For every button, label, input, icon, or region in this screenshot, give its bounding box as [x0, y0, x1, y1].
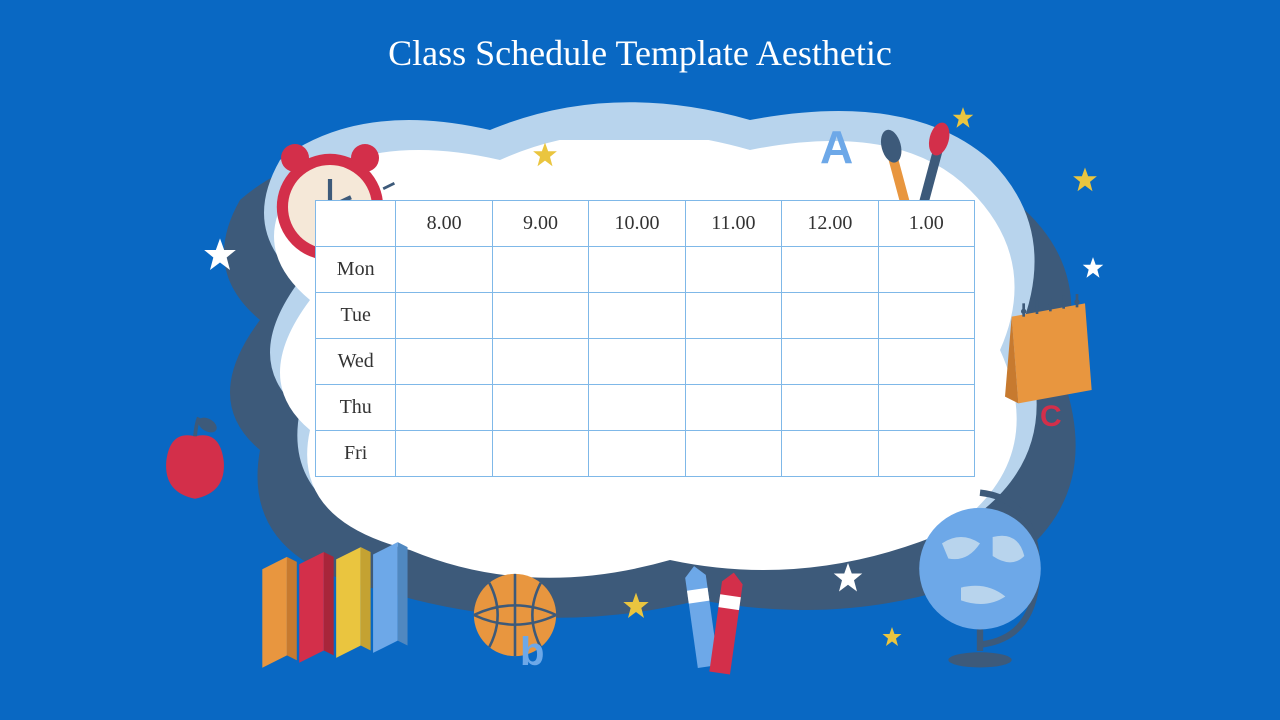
schedule-cell: [782, 385, 878, 431]
schedule-cell: [782, 247, 878, 293]
star-icon: [1070, 165, 1100, 195]
time-header: 10.00: [589, 201, 685, 247]
books-icon: [250, 530, 410, 670]
schedule-cell: [396, 247, 492, 293]
crayons-icon: [660, 550, 760, 680]
table-row: Tue: [316, 293, 975, 339]
time-header: 9.00: [492, 201, 588, 247]
schedule-cell: [396, 385, 492, 431]
page-title: Class Schedule Template Aesthetic: [0, 0, 1280, 74]
schedule-cell: [396, 431, 492, 477]
empty-corner-cell: [316, 201, 396, 247]
day-label: Mon: [316, 247, 396, 293]
table-row: Mon: [316, 247, 975, 293]
schedule-cell: [589, 339, 685, 385]
schedule-cell: [878, 431, 974, 477]
schedule-cell: [685, 247, 781, 293]
time-header: 12.00: [782, 201, 878, 247]
table-row: Thu: [316, 385, 975, 431]
schedule-table: 8.00 9.00 10.00 11.00 12.00 1.00 Mon Tue: [315, 200, 975, 477]
star-icon: [620, 590, 652, 622]
schedule-cell: [782, 293, 878, 339]
schedule-cell: [492, 385, 588, 431]
schedule-cell: [878, 247, 974, 293]
schedule-cell: [878, 293, 974, 339]
star-icon: [200, 235, 240, 275]
schedule-cell: [782, 339, 878, 385]
schedule-cell: [492, 293, 588, 339]
apple-icon: [150, 405, 240, 505]
letter-c-decoration: C: [1040, 400, 1062, 434]
schedule-cell: [492, 247, 588, 293]
table-header-row: 8.00 9.00 10.00 11.00 12.00 1.00: [316, 201, 975, 247]
schedule-cell: [685, 431, 781, 477]
schedule-cell: [589, 293, 685, 339]
schedule-cell: [878, 385, 974, 431]
star-icon: [530, 140, 560, 170]
time-header: 8.00: [396, 201, 492, 247]
schedule-table-container: 8.00 9.00 10.00 11.00 12.00 1.00 Mon Tue: [315, 200, 975, 477]
schedule-cell: [492, 431, 588, 477]
day-label: Tue: [316, 293, 396, 339]
table-row: Wed: [316, 339, 975, 385]
time-header: 1.00: [878, 201, 974, 247]
notepad-icon: [990, 290, 1100, 410]
schedule-cell: [782, 431, 878, 477]
day-label: Thu: [316, 385, 396, 431]
schedule-cell: [396, 293, 492, 339]
letter-b-decoration: b: [520, 630, 544, 675]
day-label: Wed: [316, 339, 396, 385]
star-icon: [830, 560, 866, 596]
schedule-cell: [589, 385, 685, 431]
star-icon: [1080, 255, 1106, 281]
table-row: Fri: [316, 431, 975, 477]
time-header: 11.00: [685, 201, 781, 247]
schedule-cell: [492, 339, 588, 385]
basketball-icon: [470, 570, 560, 660]
day-label: Fri: [316, 431, 396, 477]
schedule-cell: [589, 431, 685, 477]
letter-a-decoration: A: [820, 120, 853, 174]
globe-icon: [900, 480, 1060, 670]
schedule-cell: [396, 339, 492, 385]
schedule-cell: [685, 385, 781, 431]
schedule-cell: [878, 339, 974, 385]
schedule-cell: [685, 339, 781, 385]
schedule-cell: [589, 247, 685, 293]
schedule-cell: [685, 293, 781, 339]
